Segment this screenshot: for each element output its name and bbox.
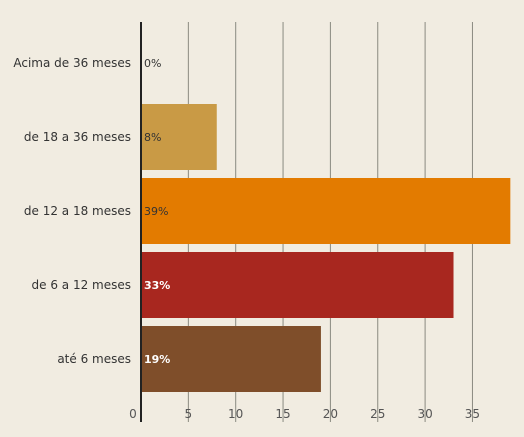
x-tick-label: 15 [275, 407, 290, 421]
bar [141, 252, 454, 318]
category-label: até 6 meses [57, 352, 131, 366]
category-label: de 6 a 12 meses [32, 278, 131, 292]
bar [141, 178, 511, 244]
category-label: de 18 a 36 meses [24, 130, 131, 144]
data-label: 19% [144, 353, 170, 366]
x-tick-labels: 0 5 10 15 20 25 30 35 [129, 407, 480, 421]
x-tick-label: 5 [185, 407, 193, 421]
x-tick-label: 10 [228, 407, 243, 421]
category-label: de 12 a 18 meses [24, 204, 131, 218]
x-tick-label: 30 [417, 407, 432, 421]
data-labels: 0% 8% 39% 33% 19% [144, 57, 170, 366]
category-label: Acima de 36 meses [13, 56, 131, 70]
data-label: 0% [144, 57, 161, 70]
data-label: 39% [144, 205, 168, 218]
data-label: 8% [144, 131, 161, 144]
x-tick-label: 25 [370, 407, 385, 421]
x-tick-label: 20 [323, 407, 338, 421]
bar [141, 104, 217, 170]
bars [141, 104, 511, 392]
x-tick-label: 35 [465, 407, 480, 421]
category-labels: Acima de 36 meses de 18 a 36 meses de 12 a… [13, 56, 131, 366]
bar [141, 326, 321, 392]
data-label: 33% [144, 279, 170, 292]
x-tick-label: 0 [129, 407, 137, 421]
